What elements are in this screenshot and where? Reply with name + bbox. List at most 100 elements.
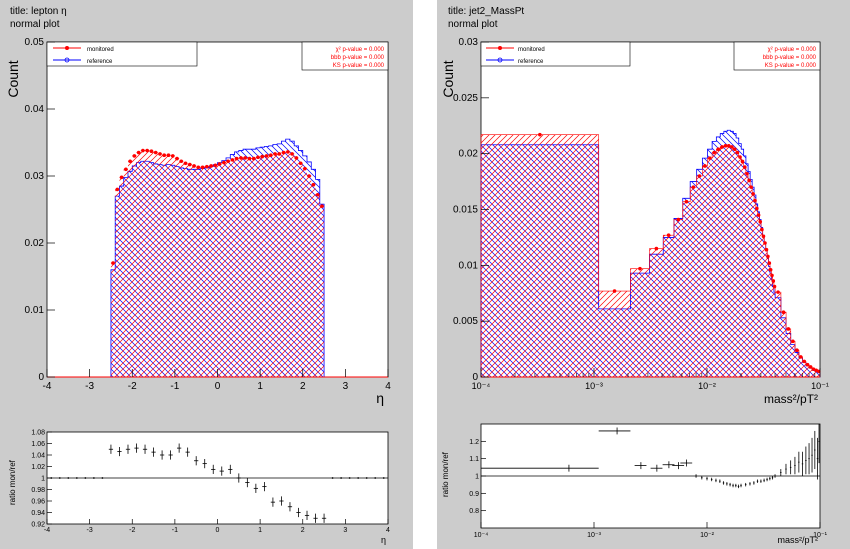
monitored-point <box>638 266 642 271</box>
axes-layer: -4 -3 -2 -1 0 1 2 3 4 0 0.01 0.02 0.03 0.04 0.05 <box>25 37 392 392</box>
monitored-point <box>538 132 542 137</box>
monitored-point <box>268 153 273 158</box>
stats-chi2: χ² p-value = 0.000 <box>336 47 385 53</box>
monitored-point <box>141 148 145 153</box>
monitored-point <box>771 279 776 283</box>
legend: monitored reference <box>46 41 198 67</box>
y-axis-label: Count <box>440 60 456 97</box>
monitored-point <box>745 171 749 176</box>
monitored-point <box>260 154 265 159</box>
monitored-point <box>205 164 209 169</box>
x-tick-label: -1 <box>170 381 179 392</box>
monitored-point <box>179 159 184 164</box>
x-tick-label: 2 <box>300 381 306 392</box>
legend-reference-label: reference <box>518 59 544 65</box>
monitored-point <box>786 327 791 331</box>
ratio-y-tick-label: 1.1 <box>469 456 479 463</box>
monitored-point <box>763 241 767 245</box>
monitored-point <box>175 156 179 161</box>
monitored-point <box>286 150 290 154</box>
ratio-empty-bin <box>75 477 78 479</box>
monitored-point <box>311 182 316 187</box>
x-tick-label: 10⁻¹ <box>811 381 829 391</box>
monitored-point <box>811 367 816 371</box>
y-tick-label: 0.025 <box>453 93 478 104</box>
monitored-point <box>132 154 137 158</box>
ratio-layer: 10⁻⁴ 10⁻³ 10⁻² 10⁻¹ 0.8 0.9 1 1.1 1.2 <box>469 424 828 539</box>
ratio-x-tick-label: 10⁻¹ <box>813 532 827 539</box>
monitored-point <box>708 156 712 160</box>
x-axis-label: η <box>376 390 384 406</box>
monitored-point <box>226 159 230 164</box>
ratio-plot: -4 -3 -2 -1 0 1 2 3 4 0.92 0.94 0.96 0.98 1 1.02 1.04 1.… <box>8 430 390 546</box>
monitored-point <box>315 192 320 197</box>
ratio-y-tick-label: 1.06 <box>31 441 45 448</box>
ratio-y-tick-label: 1.2 <box>469 439 479 446</box>
y-tick-label: 0.04 <box>25 104 45 115</box>
stats-box-frame <box>301 41 389 71</box>
monitored-point <box>691 185 696 189</box>
y-tick-label: 0.01 <box>25 305 45 316</box>
main-plot: monitored reference χ² p-value = 0.000 b… <box>5 37 391 406</box>
ratio-x-tick-label: -2 <box>129 527 135 534</box>
legend-monitored-dot <box>65 46 69 50</box>
ratio-y-tick-label: 1 <box>41 476 45 483</box>
monitored-point <box>247 156 252 161</box>
legend-reference-dot <box>497 57 503 63</box>
y-tick-label: 0.03 <box>25 171 45 182</box>
panel-jet2-masspt: title: jet2_MassPt normal plot monitored… <box>437 0 850 549</box>
ratio-empty-bin <box>67 477 70 479</box>
x-tick-label: -2 <box>128 381 137 392</box>
ratio-x-tick-label: 0 <box>216 527 220 534</box>
ratio-plot: 10⁻⁴ 10⁻³ 10⁻² 10⁻¹ 0.8 0.9 1 1.1 1.2 ratio mon/… <box>441 423 828 545</box>
ratio-empty-bin <box>365 477 368 479</box>
legend-reference-label: reference <box>87 59 113 65</box>
ratio-empty-bin <box>331 477 334 479</box>
panel-lepton-eta: title: lepton η normal plot monitored re… <box>0 0 413 549</box>
panel-title: title: lepton η <box>10 6 67 17</box>
legend-monitored-label: monitored <box>87 47 114 53</box>
monitored-point <box>732 147 737 151</box>
monitored-point <box>111 261 115 265</box>
monitored-point <box>209 164 213 168</box>
ratio-y-tick-label: 1.08 <box>31 430 45 437</box>
monitored-point <box>772 284 777 289</box>
panel-subtitle: normal plot <box>10 19 60 30</box>
y-tick-label: 0.01 <box>459 260 479 271</box>
monitored-point <box>192 164 196 168</box>
monitored-point <box>217 162 222 166</box>
monitored-point <box>738 155 742 159</box>
monitored-point <box>654 246 659 251</box>
monitored-point <box>768 268 773 272</box>
legend-box <box>480 41 631 67</box>
monitored-point <box>213 163 218 168</box>
monitored-point <box>273 152 277 156</box>
monitored-point <box>712 150 717 155</box>
monitored-point <box>808 365 813 369</box>
monitored-point <box>676 217 681 222</box>
ratio-x-axis-label: η <box>381 535 386 545</box>
y-tick-label: 0 <box>472 372 478 383</box>
monitored-point <box>756 213 761 217</box>
monitored-point <box>200 165 205 170</box>
monitored-point <box>166 153 171 158</box>
monitored-point <box>716 147 721 151</box>
monitored-point <box>742 165 747 169</box>
monitored-point <box>196 165 201 170</box>
monitored-point <box>183 161 188 166</box>
ratio-empty-bin <box>84 477 87 479</box>
stats-box: χ² p-value = 0.000 bbb p-value = 0.000 K… <box>301 41 389 71</box>
monitored-point <box>294 156 299 160</box>
ratio-layer: -4 -3 -2 -1 0 1 2 3 4 0.92 0.94 0.96 0.98 1 1.02 1.04 1.… <box>31 430 390 535</box>
monitored-point <box>781 310 786 315</box>
monitored-point <box>703 164 707 168</box>
monitored-point <box>307 174 311 178</box>
ratio-y-axis-label: ratio mon/ref <box>441 451 450 497</box>
monitored-point <box>735 150 740 155</box>
monitored-point <box>767 261 772 265</box>
ratio-x-tick-label: 3 <box>343 527 347 534</box>
monitored-point <box>162 153 167 158</box>
monitored-fill <box>110 150 325 377</box>
monitored-point <box>170 154 175 158</box>
monitored-point <box>684 199 689 204</box>
